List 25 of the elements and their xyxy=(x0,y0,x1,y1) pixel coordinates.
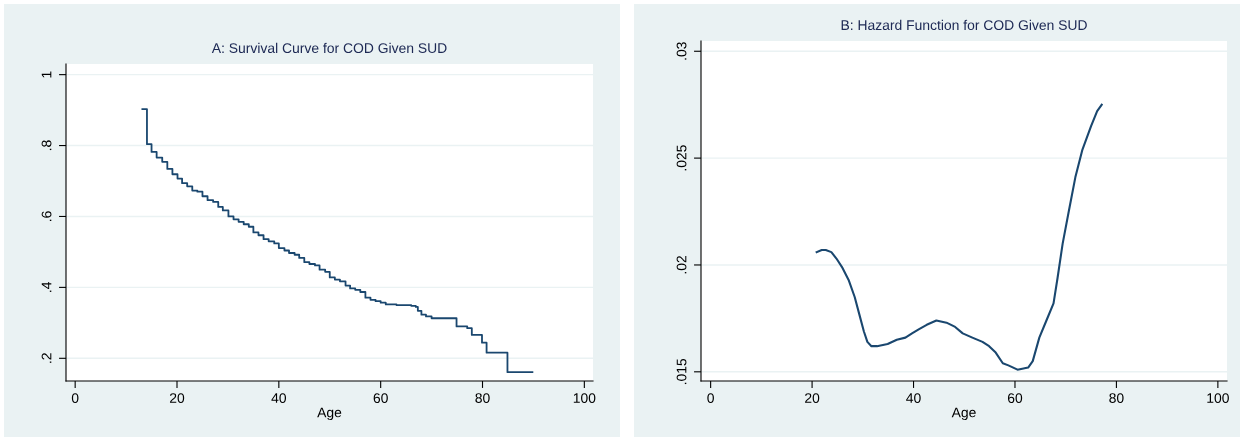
x-tick-label: 100 xyxy=(573,393,596,404)
x-tick-label: 0 xyxy=(707,393,714,404)
x-axis-title: Age xyxy=(951,407,976,421)
y-tick-label: .025 xyxy=(676,145,687,171)
x-tick-label: 60 xyxy=(1007,393,1023,404)
x-tick-label: 100 xyxy=(1207,393,1229,404)
y-tick-label: .4 xyxy=(41,282,52,292)
y-tick-label: .8 xyxy=(41,140,52,151)
y-tick-label: .02 xyxy=(676,256,687,274)
x-tick-label: 60 xyxy=(373,393,388,404)
x-tick-label: 20 xyxy=(169,393,185,404)
x-tick-label: 80 xyxy=(475,393,490,404)
x-axis-title: Age xyxy=(317,407,342,421)
y-tick-label: .03 xyxy=(676,42,687,60)
chart-title: A: Survival Curve for COD Given SUD xyxy=(211,42,447,54)
x-tick-label: 0 xyxy=(71,393,79,404)
y-tick-label: .6 xyxy=(41,211,52,221)
x-tick-label: 80 xyxy=(1109,393,1124,404)
x-tick-label: 40 xyxy=(906,393,921,404)
y-tick-label: .2 xyxy=(41,353,52,363)
y-tick-label: 1 xyxy=(41,71,52,78)
x-tick-label: 20 xyxy=(805,393,820,404)
x-tick-label: 40 xyxy=(271,393,287,404)
chart-title: B: Hazard Function for COD Given SUD xyxy=(841,19,1087,31)
y-tick-label: .015 xyxy=(676,358,687,385)
